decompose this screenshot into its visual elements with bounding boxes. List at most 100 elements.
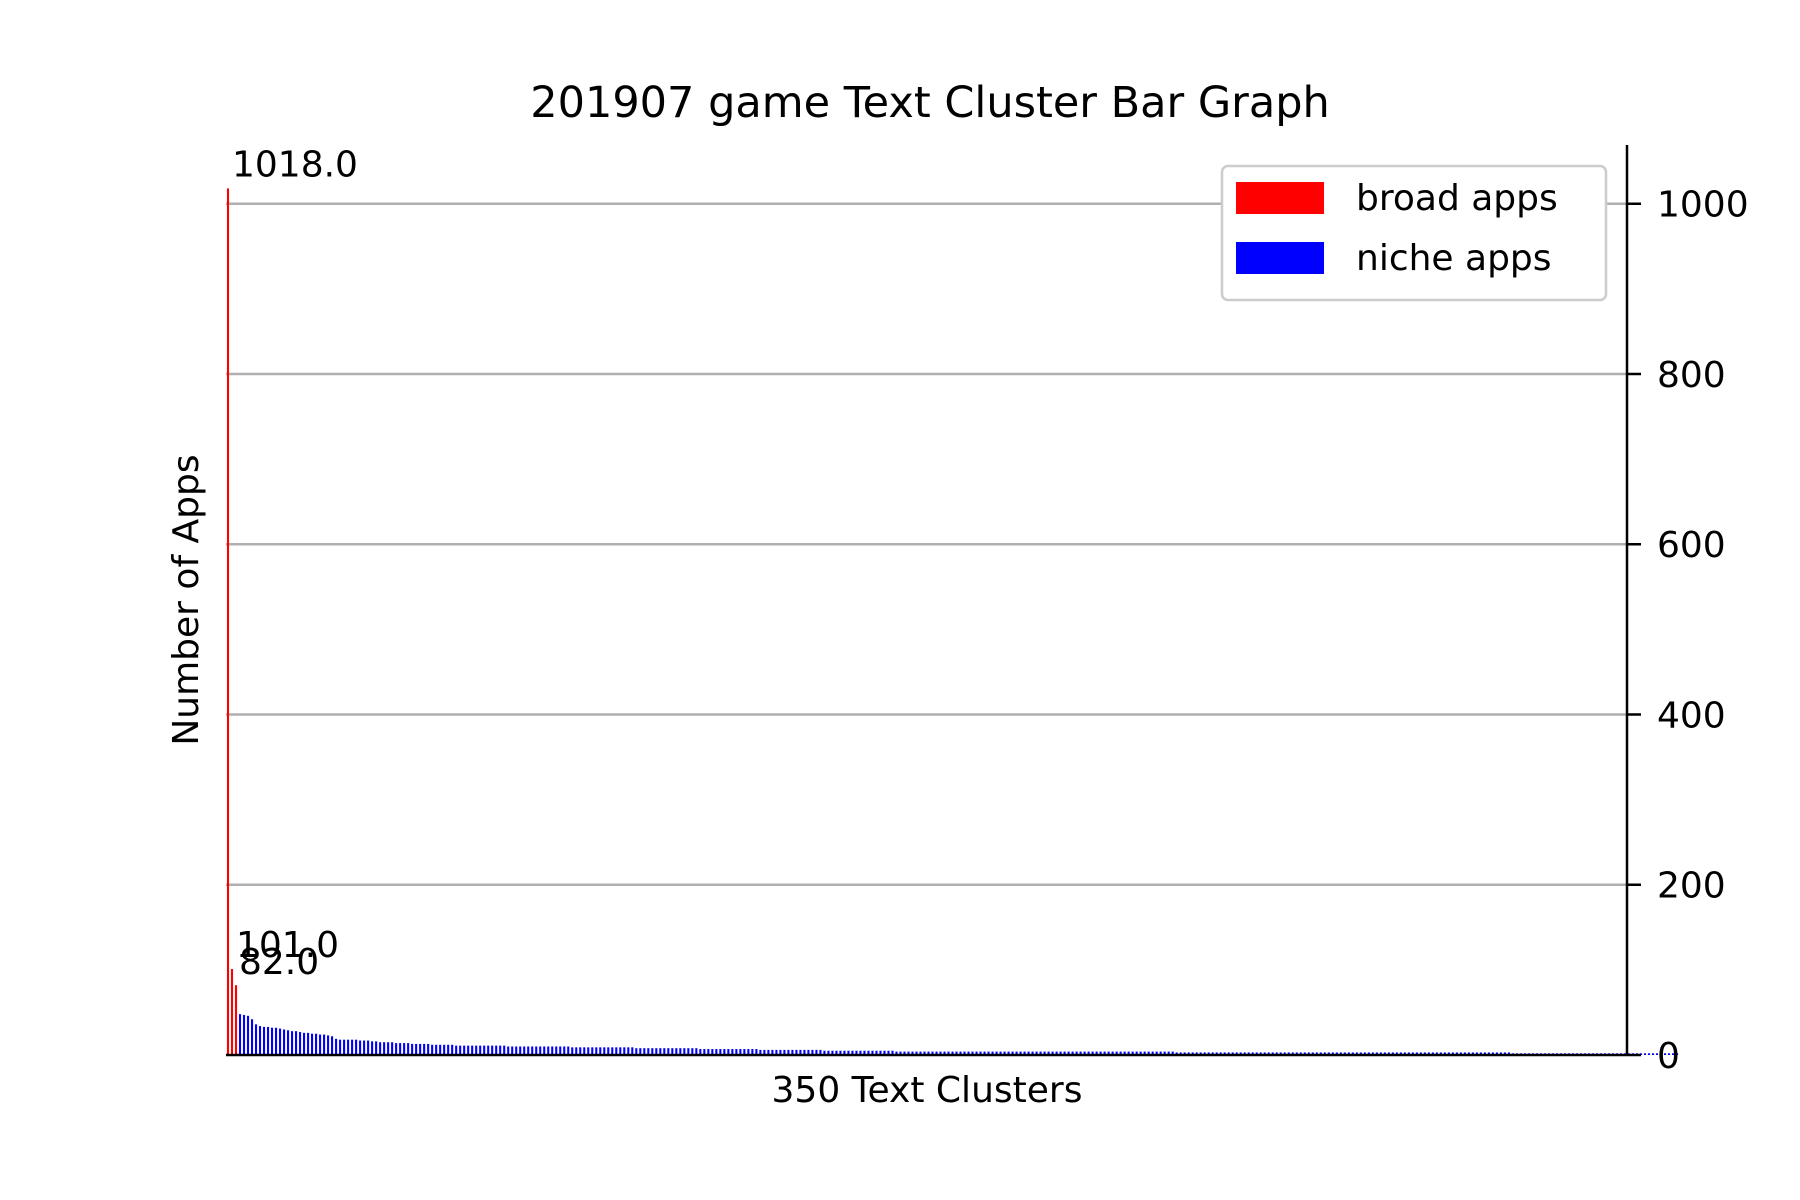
bar-niche xyxy=(915,1051,918,1055)
y-tick-label: 800 xyxy=(1657,355,1726,396)
bar-niche xyxy=(1071,1051,1074,1055)
bar-broad xyxy=(226,188,230,1055)
bar-niche xyxy=(675,1048,678,1055)
bar-niche xyxy=(699,1049,702,1055)
bar-niche xyxy=(603,1047,606,1055)
bar-niche xyxy=(1423,1052,1426,1055)
bar-niche xyxy=(1171,1051,1174,1055)
bar-niche xyxy=(1403,1052,1406,1055)
bar-niche xyxy=(451,1044,454,1055)
bar-niche xyxy=(1251,1052,1254,1055)
bar-niche xyxy=(895,1051,898,1055)
bar-niche xyxy=(1255,1052,1258,1055)
bar-niche xyxy=(535,1046,538,1055)
bar-niche xyxy=(1231,1052,1234,1055)
bar-niche xyxy=(1127,1051,1130,1055)
bar-niche xyxy=(1235,1052,1238,1055)
bar-niche xyxy=(1191,1052,1194,1055)
bar-niche xyxy=(387,1042,390,1055)
bar-niche xyxy=(1139,1051,1142,1055)
y-axis-label: Number of Apps xyxy=(166,454,207,745)
bar-niche xyxy=(907,1051,910,1055)
y-tick-label: 600 xyxy=(1657,525,1726,566)
bar-niche xyxy=(1203,1052,1206,1055)
bar-niche xyxy=(1039,1051,1042,1055)
bar-niche xyxy=(1175,1052,1178,1055)
bar-niche xyxy=(815,1049,818,1055)
bar-niche xyxy=(691,1048,694,1055)
bar-niche xyxy=(887,1050,890,1055)
bar-niche xyxy=(1319,1052,1322,1055)
bar-niche xyxy=(571,1047,574,1055)
bar-niche xyxy=(1187,1052,1190,1055)
bar-niche xyxy=(599,1047,602,1055)
bar-niche xyxy=(779,1049,782,1055)
bar-niche xyxy=(871,1050,874,1055)
bar-niche xyxy=(331,1036,334,1055)
bar-niche xyxy=(1075,1051,1078,1055)
bar-niche xyxy=(1639,1053,1643,1055)
bar-niche xyxy=(791,1049,794,1055)
bar-niche xyxy=(743,1049,746,1055)
bar-niche xyxy=(1431,1052,1434,1055)
legend-label: niche apps xyxy=(1356,238,1552,279)
bar-niche xyxy=(1667,1053,1671,1055)
bar-niche xyxy=(771,1049,774,1055)
bar-niche xyxy=(1395,1052,1398,1055)
bar-niche xyxy=(1311,1052,1314,1055)
bar-niche xyxy=(723,1049,726,1055)
bar-niche xyxy=(258,1026,262,1055)
bar-niche xyxy=(1315,1052,1318,1055)
bar-niche xyxy=(823,1050,826,1055)
bar-niche xyxy=(751,1049,754,1055)
bar-niche xyxy=(995,1051,998,1055)
legend-label: broad apps xyxy=(1356,178,1558,219)
bar-niche xyxy=(879,1050,882,1055)
legend-swatch xyxy=(1236,182,1324,214)
bar-niche xyxy=(423,1043,426,1055)
legend: broad apps niche apps xyxy=(1220,164,1608,302)
bar-niche xyxy=(663,1048,666,1055)
bar-niche xyxy=(1415,1052,1418,1055)
bar-niche xyxy=(1455,1052,1458,1055)
bar-niche xyxy=(1227,1052,1230,1055)
bar-niche xyxy=(391,1042,394,1055)
bar-niche xyxy=(607,1047,610,1055)
bar-niche xyxy=(819,1049,822,1055)
bar-niche xyxy=(1323,1052,1326,1055)
bar-niche xyxy=(863,1050,866,1055)
bar-niche xyxy=(1003,1051,1006,1055)
bar-niche xyxy=(1363,1052,1366,1055)
bar-niche xyxy=(1307,1052,1310,1055)
bar-niche xyxy=(1503,1052,1506,1055)
bar-niche xyxy=(307,1032,310,1055)
bar-niche xyxy=(371,1041,374,1055)
bar-niche xyxy=(351,1039,354,1055)
bar-niche xyxy=(295,1031,298,1055)
bar-niche xyxy=(631,1047,634,1055)
data-label: 1018.0 xyxy=(232,144,358,185)
bar-niche xyxy=(487,1045,490,1055)
bar-niche xyxy=(1367,1052,1370,1055)
bar-niche xyxy=(911,1051,914,1055)
bar-niche xyxy=(1047,1051,1050,1055)
bar-niche xyxy=(643,1048,646,1055)
bar-niche xyxy=(1391,1052,1394,1055)
bar-niche xyxy=(1287,1052,1290,1055)
bar-niche xyxy=(559,1046,562,1055)
bar-niche xyxy=(1343,1052,1346,1055)
bar-niche xyxy=(843,1050,846,1055)
chart-title: 201907 game Text Cluster Bar Graph xyxy=(530,78,1330,128)
bar-niche xyxy=(407,1043,410,1055)
bar-niche xyxy=(967,1051,970,1055)
bar-niche xyxy=(1443,1052,1446,1055)
bar-niche xyxy=(763,1049,766,1055)
bar-niche xyxy=(635,1048,638,1055)
bar-niche xyxy=(379,1042,382,1055)
bar-niche xyxy=(931,1051,934,1055)
bar-niche xyxy=(583,1047,586,1055)
bar-niche xyxy=(611,1047,614,1055)
bar-niche xyxy=(431,1044,434,1055)
bar-niche xyxy=(1647,1053,1651,1055)
bar-niche xyxy=(343,1039,346,1055)
